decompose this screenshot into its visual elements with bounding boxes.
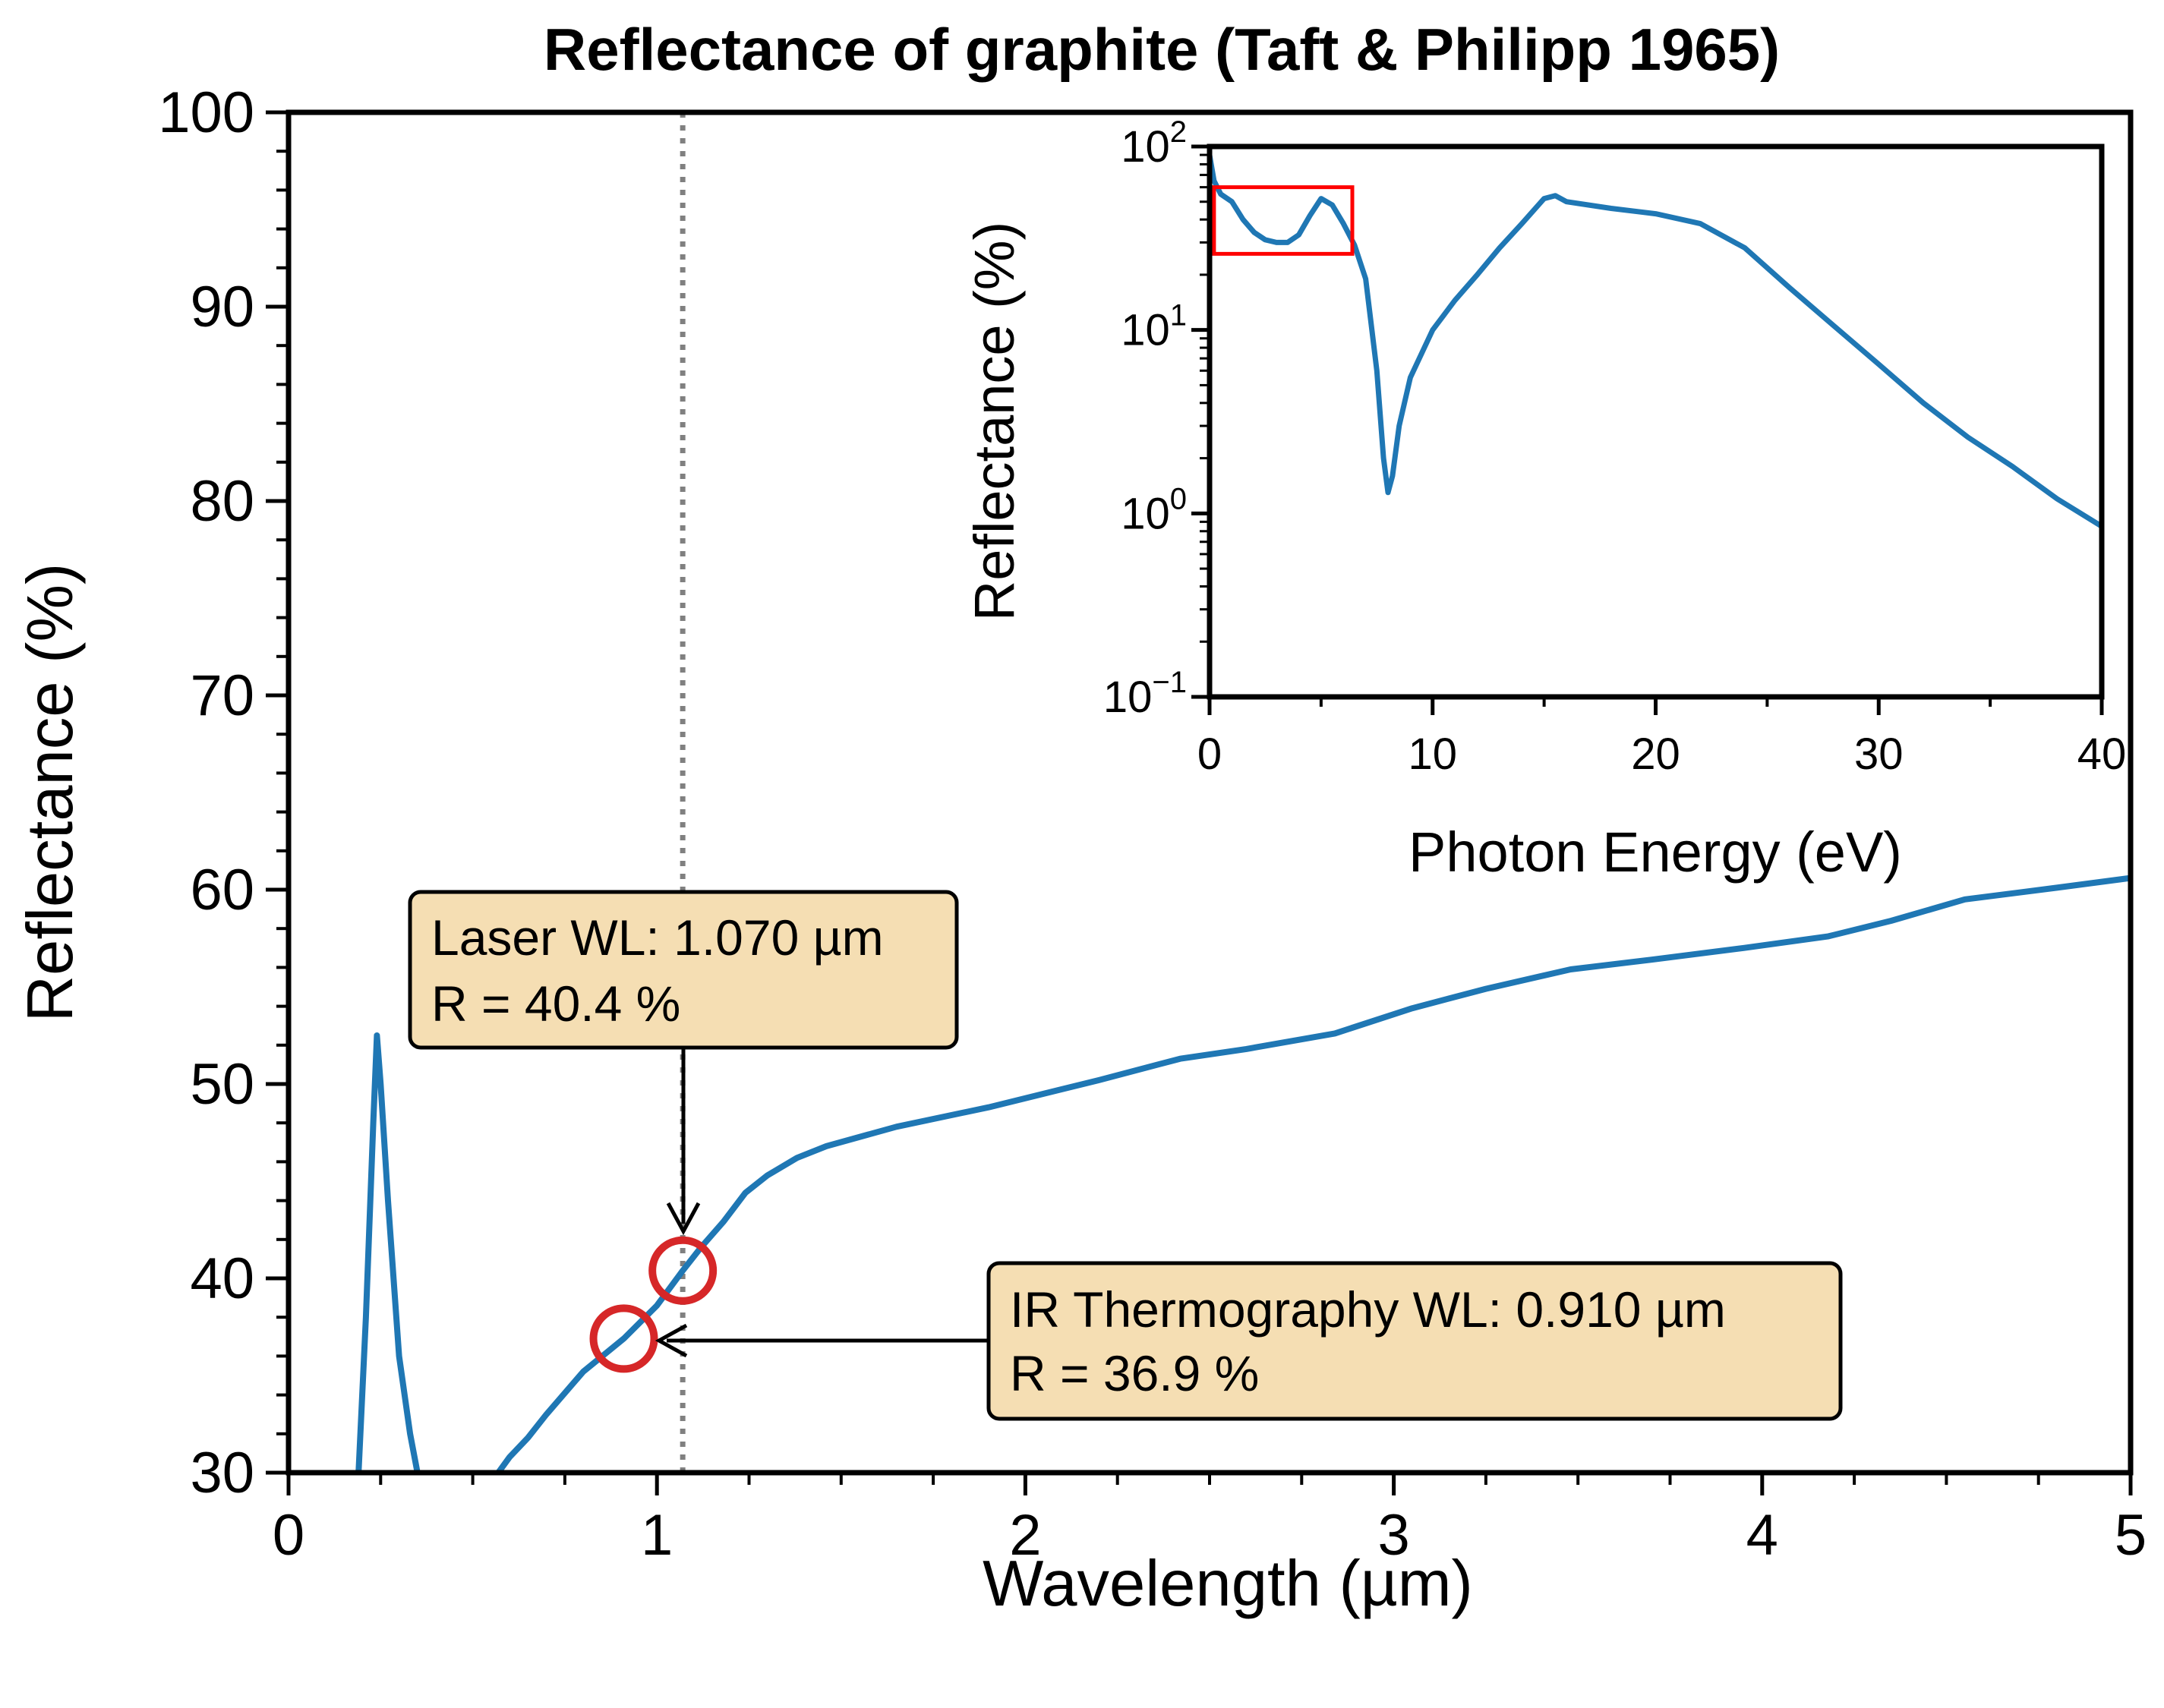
inset-y-tick-exponent: 1 (1170, 299, 1187, 332)
main-x-tick-label: 3 (1377, 1503, 1409, 1568)
main-y-tick-label: 70 (190, 663, 254, 728)
main-x-axis-label: Wavelength (µm) (983, 1548, 1473, 1620)
main-y-tick-label: 40 (190, 1246, 254, 1311)
inset-x-axis-label: Photon Energy (eV) (1408, 821, 1902, 884)
reflectance-energy-series (1210, 152, 2102, 529)
main-y-axis-label: Reflectance (%) (14, 563, 87, 1023)
inset-axes-frame (1207, 143, 2105, 700)
laser-annotation-arrow-head (666, 1202, 701, 1236)
main-x-tick-label: 4 (1746, 1503, 1778, 1568)
inset-x-tick-label: 0 (1197, 730, 1222, 779)
ir-point-marker (589, 1304, 658, 1373)
inset-plot-area (1210, 152, 2102, 529)
laser-annotation: Laser WL: 1.070 µm R = 40.4 % (408, 890, 959, 1236)
main-y-tick-label: 90 (190, 275, 254, 339)
inset-background (1210, 147, 2102, 697)
chart-title: Reflectance of graphite (Taft & Philipp … (544, 16, 1780, 83)
inset-y-tick-base: 10 (1121, 489, 1170, 538)
reflectance-wavelength-series (355, 874, 2131, 1473)
laser-annotation-line-2: R = 40.4 % (431, 975, 680, 1032)
ir-annotation-line-2: R = 36.9 % (1010, 1345, 1259, 1401)
inset-x-tick-label: 30 (1854, 730, 1904, 779)
laser-point-marker (648, 1236, 718, 1305)
inset-y-tick-base: 10 (1121, 122, 1170, 172)
annotations: Laser WL: 1.070 µm R = 40.4 % IR Thermog… (408, 890, 1843, 1421)
visible-range-highlight-box (1212, 185, 1355, 256)
main-x-tick-label: 1 (641, 1503, 673, 1568)
inset-y-tick-label: 101 (1121, 299, 1187, 355)
inset-y-tick-label: 100 (1121, 482, 1187, 538)
main-x-tick-label: 0 (273, 1503, 304, 1568)
main-y-tick-label: 80 (190, 469, 254, 534)
main-x-tick-label: 2 (1009, 1503, 1041, 1568)
ir-annotation-arrow-head (655, 1323, 688, 1358)
main-y-tick-label: 100 (158, 80, 254, 145)
inset-y-tick-exponent: 2 (1170, 115, 1187, 149)
laser-annotation-line-1: Laser WL: 1.070 µm (431, 909, 884, 966)
main-y-tick-label: 60 (190, 858, 254, 922)
main-plot-area (355, 112, 2131, 1473)
inset-y-tick-exponent: 0 (1170, 482, 1187, 515)
inset-y-tick-base: 10 (1103, 673, 1153, 722)
inset-y-axis-label: Reflectance (%) (963, 222, 1026, 621)
inset-y-tick-exponent: −1 (1152, 666, 1187, 699)
main-axes-frame (285, 109, 2134, 1476)
main-y-tick-label: 50 (190, 1052, 254, 1117)
inset-x-tick-label: 40 (2077, 730, 2127, 779)
ir-annotation: IR Thermography WL: 0.910 µm R = 36.9 % (655, 1261, 1843, 1421)
inset-y-tick-base: 10 (1121, 306, 1170, 355)
inset-y-tick-label: 102 (1121, 115, 1187, 172)
inset-x-tick-label: 10 (1408, 730, 1457, 779)
main-x-tick-label: 5 (2115, 1503, 2147, 1568)
inset-x-tick-label: 20 (1631, 730, 1680, 779)
ir-annotation-line-1: IR Thermography WL: 0.910 µm (1010, 1281, 1726, 1338)
main-y-tick-label: 30 (190, 1441, 254, 1505)
inset-y-tick-label: 10−1 (1103, 666, 1187, 722)
